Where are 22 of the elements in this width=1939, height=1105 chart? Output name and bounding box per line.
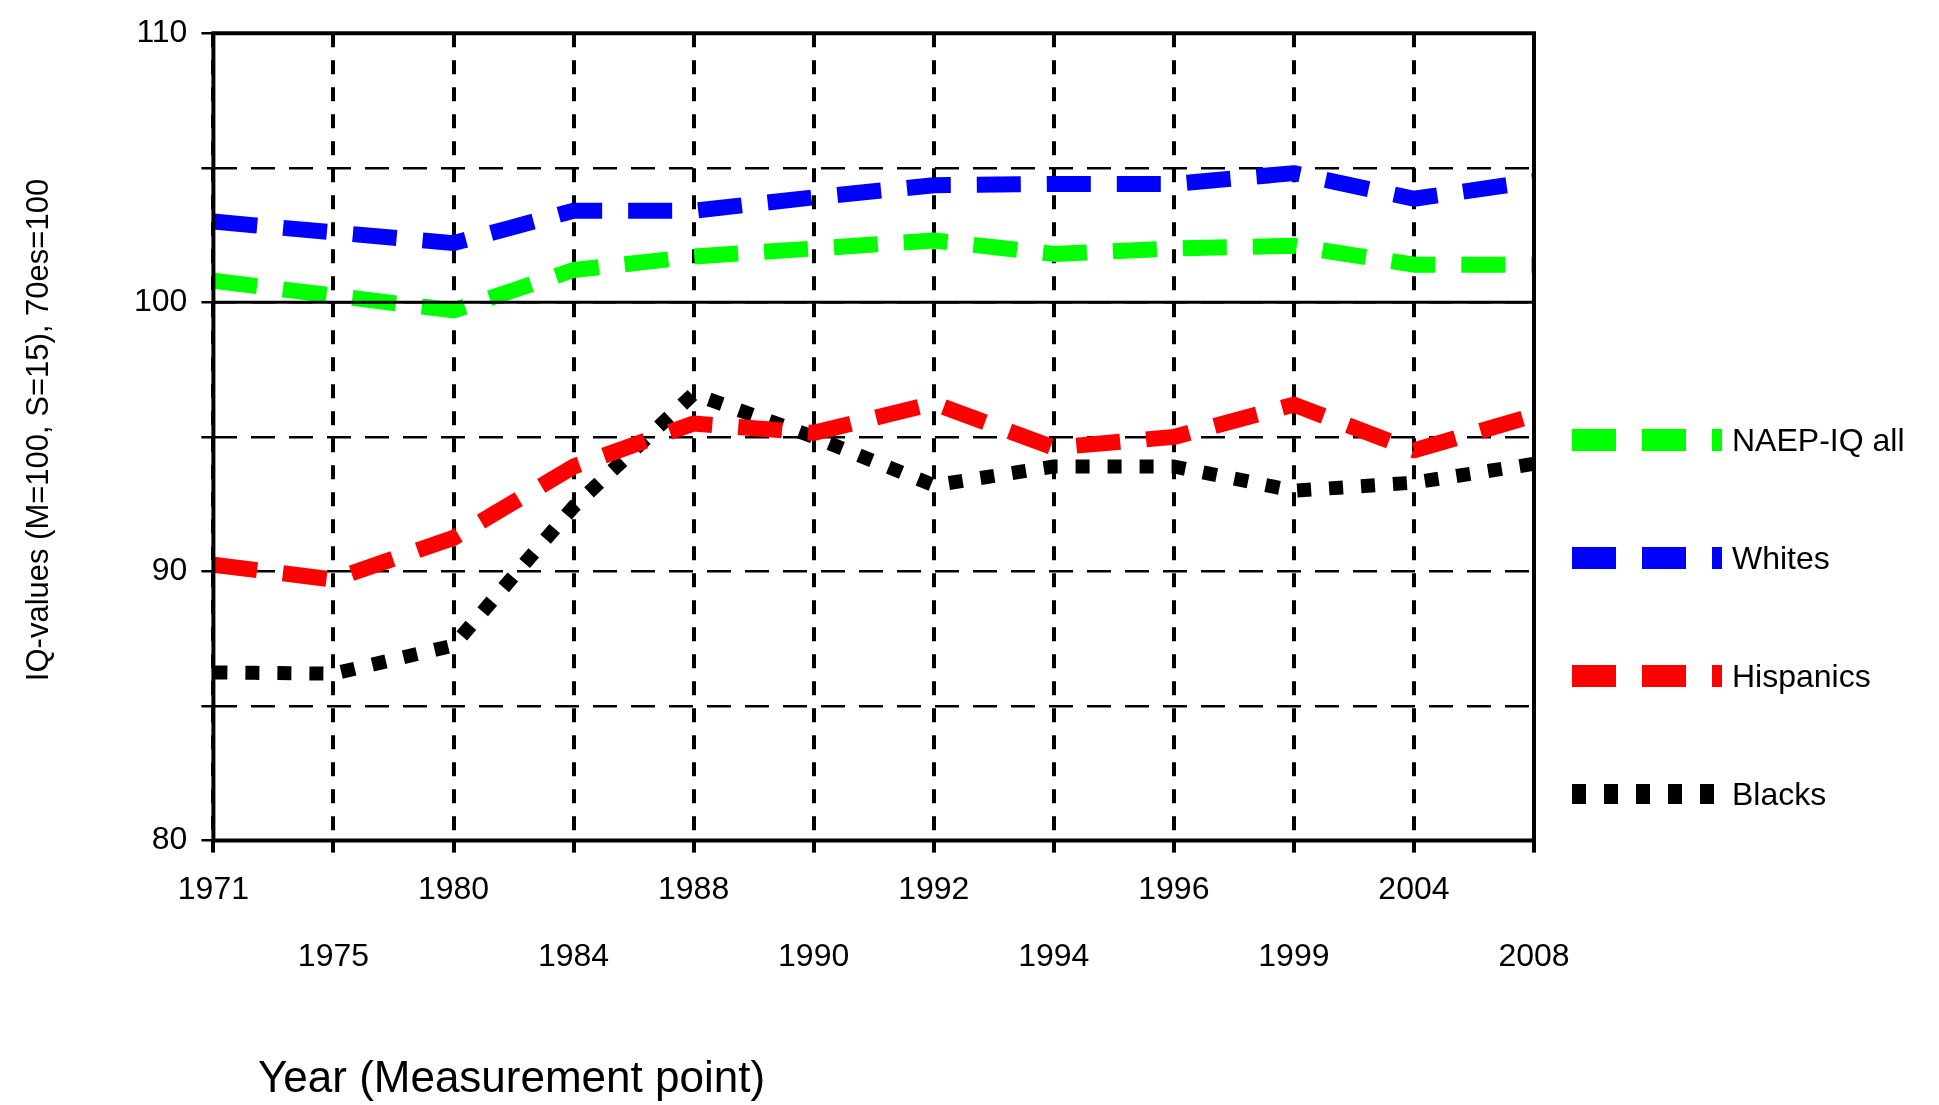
x-tick-label: 1980 (417, 870, 490, 907)
x-tick-label: 1999 (1258, 937, 1330, 974)
legend-label: NAEP-IQ all (1732, 422, 1905, 459)
legend-label: Whites (1732, 540, 1830, 577)
y-tick-label: 80 (151, 820, 188, 857)
y-tick-label: 110 (136, 13, 188, 50)
x-tick-label: 2008 (1498, 937, 1570, 974)
y-tick-label: 90 (151, 551, 188, 588)
x-tick-label: 1975 (297, 937, 370, 974)
y-tick-label: 100 (134, 282, 188, 319)
x-tick-label: 1992 (898, 870, 970, 907)
x-tick-label: 2004 (1378, 870, 1450, 907)
x-tick-label: 1996 (1138, 870, 1210, 907)
x-tick-label: 1984 (537, 937, 610, 974)
x-axis-title: Year (Measurement point) (258, 1052, 766, 1102)
x-tick-label: 1990 (778, 937, 850, 974)
x-tick-label: 1994 (1018, 937, 1090, 974)
x-tick-label: 1971 (177, 870, 249, 907)
x-tick-label: 1988 (658, 870, 730, 907)
legend-label: Hispanics (1732, 658, 1871, 695)
y-axis-title: IQ-values (M=100, S=15), 70es=100 (20, 178, 56, 682)
legend-label: Blacks (1732, 776, 1827, 813)
